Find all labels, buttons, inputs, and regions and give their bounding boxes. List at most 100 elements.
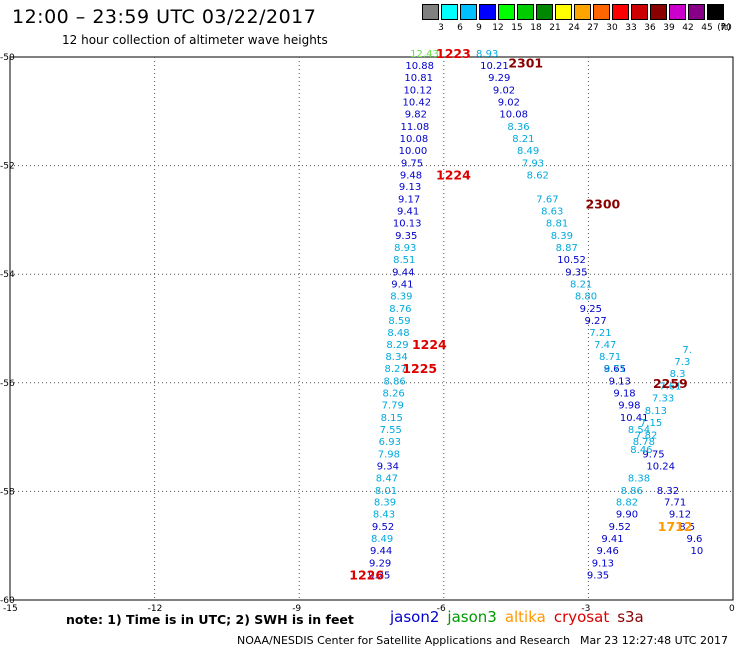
wave-height-value: 8.26 [383, 389, 405, 400]
color-scale-label: 33 [625, 23, 637, 33]
wave-height-value: 8.63 [541, 207, 563, 218]
wave-height-value: 7.33 [652, 393, 674, 404]
wave-height-value: 10.08 [400, 134, 429, 145]
wave-height-value: 9.48 [400, 170, 422, 181]
page-title: 12:00 – 23:59 UTC 03/22/2017 [12, 6, 317, 28]
map-frame [9, 56, 734, 601]
legend-entry-jason2: jason2 [390, 608, 440, 626]
color-swatch [422, 4, 439, 20]
wave-height-value: 8.71 [604, 364, 626, 375]
longitude-label: -3 [581, 604, 590, 614]
map-grid [9, 56, 734, 601]
wave-height-value: 8.39 [390, 291, 412, 302]
wave-height-value: 8.48 [387, 328, 409, 339]
wave-height-value: 9.41 [397, 207, 419, 218]
pass-time-label: 2259 [653, 376, 688, 391]
wave-height-value: 10.88 [405, 61, 434, 72]
longitude-label: 0 [729, 604, 735, 614]
color-scale-label: 30 [606, 23, 618, 33]
wave-height-value: 9.29 [488, 73, 510, 84]
color-swatch [650, 4, 667, 20]
wave-height-value: 8.81 [546, 219, 568, 230]
wave-height-value: 9.02 [498, 98, 520, 109]
pass-time-label: 1225 [402, 361, 437, 376]
wave-height-value: 9.35 [565, 267, 587, 278]
color-scale-label: 21 [549, 23, 561, 33]
wave-height-value: 8.21 [512, 134, 534, 145]
color-swatch [479, 4, 496, 20]
color-scale-label: 24 [568, 23, 580, 33]
color-scale-label: 42 [682, 23, 694, 33]
wave-height-value: 8.5 [679, 522, 695, 533]
wave-height-value: 11.08 [401, 122, 430, 133]
latitude-label: -58 [0, 487, 15, 497]
color-swatch [631, 4, 648, 20]
color-scale-label: 15 [511, 23, 523, 33]
latitude-label: -56 [0, 379, 15, 389]
wave-height-value: 8.27 [384, 364, 406, 375]
wave-height-value: 8.29 [386, 340, 408, 351]
color-swatch [517, 4, 534, 20]
wave-height-value: 8.54 [628, 425, 650, 436]
wave-height-value: 9.25 [368, 570, 390, 581]
wave-height-value: 7.71 [664, 498, 686, 509]
wave-height-value: 9.52 [609, 522, 631, 533]
wave-height-value: 8.49 [371, 534, 393, 545]
color-scale-label: 3 [438, 23, 444, 33]
legend-entry-s3a: s3a [617, 608, 644, 626]
wave-height-value: 7.47 [594, 340, 616, 351]
wave-height-value: 9.75 [401, 158, 423, 169]
page-subtitle: 12 hour collection of altimeter wave hei… [62, 33, 328, 47]
wave-height-value: 10.24 [646, 461, 675, 472]
wave-height-value: 6.93 [379, 437, 401, 448]
color-scale-label: 45 [701, 23, 713, 33]
wave-height-value: 7.3 [674, 357, 690, 368]
wave-height-value: 10.00 [399, 146, 428, 157]
wave-height-value: 9.6 [686, 534, 702, 545]
wave-height-value: 8.47 [376, 473, 398, 484]
legend-entry-cryosat: cryosat [553, 608, 610, 626]
wave-height-value: 10.42 [402, 98, 431, 109]
longitude-label: -15 [3, 604, 18, 614]
wave-height-value: 7.67 [536, 195, 558, 206]
wave-height-value: 8.80 [575, 291, 597, 302]
wave-height-value: 8.21 [570, 279, 592, 290]
wave-height-value: 8.43 [373, 510, 395, 521]
wave-height-value: 8.01 [375, 486, 397, 497]
wave-height-value: 7.61 [659, 382, 681, 393]
color-swatch [536, 4, 553, 20]
wave-height-value: 9.82 [405, 109, 427, 120]
pass-time-labels: 1223 2301 1224 2300 1224 1225 2259 1712 1226 [349, 46, 692, 582]
wave-height-value: 9.25 [580, 304, 602, 315]
wave-height-value: 10 [690, 546, 703, 557]
wave-height-value: 7.98 [378, 449, 400, 460]
longitude-label: -9 [292, 604, 301, 614]
wave-height-value: 8.49 [517, 146, 539, 157]
legend-entry-altika: altika [504, 608, 546, 626]
wave-height-value: 9.35 [587, 570, 609, 581]
latitude-label: -54 [0, 270, 15, 280]
wave-height-value: 9.41 [391, 279, 413, 290]
satellite-legend: jason2 jason3 altika cryosat s3a [390, 608, 652, 626]
color-scale-label: 27 [587, 23, 599, 33]
wave-height-value: 9.17 [398, 195, 420, 206]
wave-height-value: 8.13 [645, 406, 667, 417]
wave-height-value: 9.34 [377, 461, 399, 472]
longitude-label: -12 [148, 604, 163, 614]
pass-time-label: 2301 [508, 55, 543, 70]
wave-height-value: 8.51 [393, 255, 415, 266]
wave-height-value: 8.87 [556, 243, 578, 254]
wave-height-value: 9.52 [372, 522, 394, 533]
wave-height-value: 9.75 [642, 449, 664, 460]
pass-time-label: 2300 [585, 197, 620, 212]
wave-height-value: 9.35 [395, 231, 417, 242]
color-swatch [688, 4, 705, 20]
wave-height-value: 10.13 [393, 219, 422, 230]
wave-height-value: 8.46 [630, 445, 652, 456]
color-swatch [593, 4, 610, 20]
wave-height-value: 8.78 [633, 437, 655, 448]
pass-time-label: 1223 [436, 46, 471, 61]
wave-height-value: 8.39 [551, 231, 573, 242]
wave-height-value: 8.3 [670, 369, 686, 380]
